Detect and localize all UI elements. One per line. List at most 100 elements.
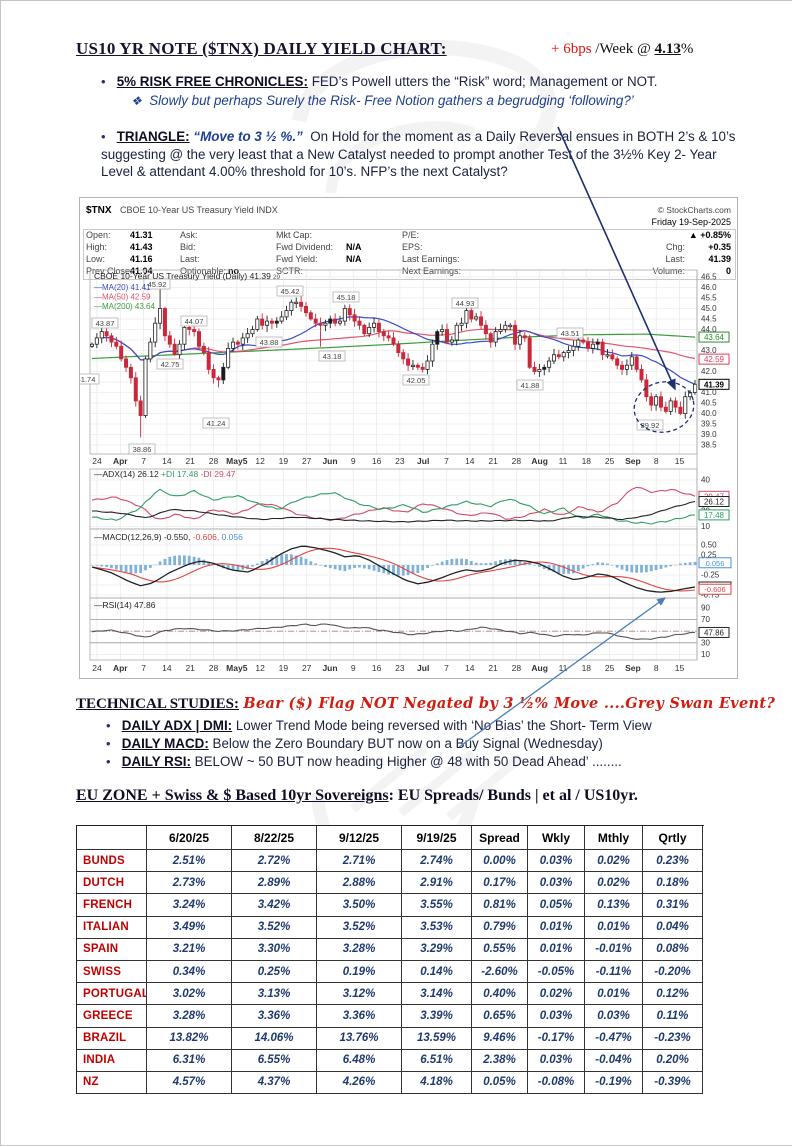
svg-text:27: 27 (302, 456, 312, 466)
value-cell: 3.13% (232, 983, 317, 1006)
value-cell: 3.29% (402, 938, 472, 961)
quote-field: 0 (725, 266, 731, 276)
triangle-quote: “Move to 3 ½ %.” (193, 129, 303, 144)
svg-text:15: 15 (675, 456, 685, 466)
svg-text:0.056: 0.056 (706, 559, 725, 568)
value-cell: -0.47% (585, 1027, 643, 1050)
svg-text:-0.75: -0.75 (701, 591, 720, 600)
svg-text:21: 21 (185, 456, 195, 466)
svg-text:24: 24 (92, 456, 102, 466)
rsi-bullet-label: DAILY RSI: (121, 754, 191, 769)
svg-text:14: 14 (162, 663, 172, 673)
svg-text:12: 12 (255, 456, 265, 466)
svg-text:21: 21 (185, 663, 195, 673)
quote-field: Optionable: (180, 266, 227, 276)
quote-field: Next Earnings: (402, 266, 462, 276)
svg-text:25: 25 (605, 663, 615, 673)
svg-text:43.51: 43.51 (561, 329, 580, 338)
value-cell: -0.05% (528, 960, 585, 984)
svg-text:Jul: Jul (417, 456, 429, 466)
quote-field: Fwd Dividend: (276, 242, 334, 252)
value-cell: 0.01% (585, 916, 643, 939)
svg-text:28: 28 (209, 456, 219, 466)
quote-field: Fwd Yield: (276, 254, 318, 264)
quote-field: SCTR: (276, 266, 303, 276)
value-cell: 2.73% (147, 872, 232, 895)
adx-bullet-text: Lower Trend Mode being reversed with ‘No… (235, 718, 652, 733)
svg-text:41.74: 41.74 (80, 375, 95, 384)
risk-free-text: FED’s Powell utters the “Risk” word; Man… (311, 74, 658, 89)
svg-text:42.75: 42.75 (161, 360, 180, 369)
macd-line (91, 545, 696, 593)
value-cell: 2.88% (317, 872, 402, 895)
quote-field: Mkt Cap: (276, 230, 313, 240)
value-cell: 0.02% (528, 983, 585, 1006)
svg-text:27: 27 (302, 663, 312, 673)
value-cell: 0.14% (402, 960, 472, 984)
value-cell: 6.55% (232, 1049, 317, 1072)
svg-text:42.59: 42.59 (704, 355, 725, 364)
value-cell: 2.74% (402, 850, 472, 873)
svg-text:—MA(50) 42.59: —MA(50) 42.59 (94, 293, 151, 302)
svg-text:43.64: 43.64 (704, 333, 725, 342)
bullet-icon: • (101, 129, 106, 144)
chart-canvas: 41.7443.8738.8645.9242.7544.0741.2443.88… (80, 269, 732, 673)
quote-field: High: (86, 242, 108, 252)
svg-text:14: 14 (465, 456, 475, 466)
value-cell: 0.23% (643, 850, 703, 873)
value-cell: -2.60% (472, 960, 528, 984)
row-label: FRENCH (77, 894, 147, 917)
value-cell: 0.25% (232, 960, 317, 984)
risk-free-subtext: Slowly but perhaps Surely the Risk- Free… (149, 93, 634, 108)
svg-text:15: 15 (675, 663, 685, 673)
svg-text:39.5: 39.5 (701, 420, 717, 429)
ticker-symbol: $TNX (86, 205, 112, 216)
svg-text:40.0: 40.0 (701, 409, 717, 418)
svg-text:45.5: 45.5 (701, 294, 717, 303)
row-label: BRAZIL (77, 1027, 147, 1050)
value-cell: 0.18% (643, 872, 703, 895)
ticker-name: CBOE 10-Year US Treasury Yield INDX (120, 205, 278, 215)
quote-field: Prev Close: (86, 266, 133, 276)
svg-text:Aug: Aug (531, 663, 548, 673)
value-cell: 6.31% (147, 1049, 232, 1072)
value-cell: 0.08% (643, 938, 703, 961)
value-cell: 4.26% (317, 1071, 402, 1095)
svg-text:—MACD(12,26,9) -0.550, -0.606,: —MACD(12,26,9) -0.550, -0.606, 0.056 (94, 532, 243, 542)
value-cell: 0.20% (643, 1049, 703, 1072)
value-cell: 0.34% (147, 960, 232, 984)
svg-text:23: 23 (395, 663, 405, 673)
value-cell: -0.20% (643, 960, 703, 984)
quote-box (83, 229, 736, 280)
value-cell: 6.51% (402, 1049, 472, 1072)
adx-line (92, 500, 696, 523)
value-cell: 0.12% (643, 983, 703, 1006)
svg-text:—MA(200) 43.64: —MA(200) 43.64 (94, 302, 155, 311)
svg-text:38.86: 38.86 (133, 445, 152, 454)
svg-text:9: 9 (351, 663, 356, 673)
svg-text:14: 14 (162, 456, 172, 466)
value-cell: 0.03% (528, 1005, 585, 1028)
svg-text:17.48: 17.48 (704, 511, 725, 520)
value-cell: 2.91% (402, 872, 472, 895)
value-cell: 3.53% (402, 916, 472, 939)
svg-text:21: 21 (488, 663, 498, 673)
svg-text:28: 28 (512, 663, 522, 673)
svg-text:90: 90 (701, 604, 710, 613)
svg-text:—ADX(14) 26.12 +DI 17.48 -DI 2: —ADX(14) 26.12 +DI 17.48 -DI 29.47 (94, 469, 236, 479)
svg-text:26.12: 26.12 (704, 498, 725, 507)
value-cell: 3.28% (147, 1005, 232, 1028)
svg-text:9: 9 (351, 456, 356, 466)
value-cell: 0.40% (472, 983, 528, 1006)
week-rate: 4.13 (654, 41, 681, 57)
svg-text:0.25: 0.25 (701, 551, 717, 560)
value-cell: -0.04% (585, 1049, 643, 1072)
svg-text:42.05: 42.05 (407, 376, 426, 385)
price-right-axis (698, 331, 730, 390)
svg-text:28: 28 (512, 456, 522, 466)
quote-field: Last: (180, 254, 200, 264)
quote-field: EPS: (402, 242, 423, 252)
svg-text:—MA(20) 41.41: —MA(20) 41.41 (94, 283, 151, 292)
quote-field: Ask: (180, 230, 198, 240)
week-label: /Week @ (595, 41, 651, 57)
